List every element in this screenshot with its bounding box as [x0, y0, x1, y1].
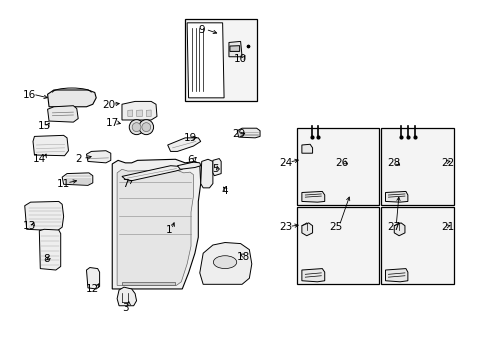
Text: 22: 22	[440, 158, 453, 168]
Text: 6: 6	[187, 156, 194, 165]
Text: 9: 9	[198, 25, 204, 35]
Text: 11: 11	[57, 179, 70, 189]
Text: 24: 24	[279, 158, 292, 168]
Polygon shape	[47, 106, 78, 122]
Polygon shape	[62, 173, 93, 185]
Text: 14: 14	[33, 154, 46, 164]
Ellipse shape	[216, 258, 233, 268]
Text: 29: 29	[232, 129, 245, 139]
Ellipse shape	[142, 123, 150, 132]
Text: 7: 7	[122, 179, 128, 189]
Polygon shape	[86, 267, 100, 289]
Polygon shape	[33, 135, 68, 156]
Text: 15: 15	[38, 121, 51, 131]
Polygon shape	[122, 166, 182, 181]
Polygon shape	[117, 169, 193, 285]
Polygon shape	[187, 23, 224, 98]
Polygon shape	[301, 192, 324, 202]
Bar	[380, 207, 453, 284]
Text: 12: 12	[86, 284, 99, 294]
Polygon shape	[385, 269, 407, 282]
Polygon shape	[86, 151, 111, 163]
Polygon shape	[122, 282, 175, 285]
Polygon shape	[301, 223, 312, 236]
Polygon shape	[167, 138, 201, 152]
Polygon shape	[301, 144, 312, 153]
Bar	[296, 207, 378, 284]
Polygon shape	[228, 41, 242, 57]
Polygon shape	[212, 158, 221, 176]
Bar	[296, 128, 378, 205]
Text: 10: 10	[234, 54, 246, 64]
Polygon shape	[39, 229, 61, 270]
Text: 17: 17	[105, 118, 119, 128]
Ellipse shape	[129, 120, 143, 135]
Polygon shape	[47, 90, 96, 107]
Polygon shape	[237, 128, 260, 138]
Bar	[185, 19, 257, 102]
Ellipse shape	[139, 120, 153, 135]
Polygon shape	[122, 102, 157, 120]
Polygon shape	[229, 46, 239, 51]
Text: 1: 1	[165, 225, 172, 235]
Polygon shape	[25, 202, 63, 231]
Text: 27: 27	[387, 222, 400, 232]
Text: 19: 19	[183, 133, 196, 143]
Ellipse shape	[132, 123, 141, 132]
Text: 25: 25	[328, 222, 342, 232]
Text: 2: 2	[75, 154, 81, 163]
Text: 16: 16	[23, 90, 36, 100]
Polygon shape	[117, 287, 136, 306]
Text: 26: 26	[334, 158, 347, 168]
Polygon shape	[385, 192, 407, 202]
Bar	[380, 128, 453, 205]
Text: 4: 4	[221, 186, 228, 197]
Polygon shape	[301, 269, 324, 282]
Text: 23: 23	[279, 222, 292, 232]
Text: 8: 8	[43, 253, 49, 264]
Text: 3: 3	[122, 303, 128, 313]
Polygon shape	[127, 110, 132, 116]
Polygon shape	[136, 110, 142, 116]
Text: 21: 21	[440, 222, 453, 232]
Text: 18: 18	[236, 252, 250, 262]
Polygon shape	[177, 162, 201, 169]
Text: 28: 28	[387, 158, 400, 168]
Ellipse shape	[213, 256, 236, 269]
Polygon shape	[146, 110, 151, 116]
Polygon shape	[112, 159, 201, 289]
Text: 13: 13	[23, 221, 36, 231]
Text: 5: 5	[212, 164, 218, 174]
Polygon shape	[200, 243, 251, 284]
Polygon shape	[393, 223, 404, 236]
Polygon shape	[201, 159, 212, 188]
Text: 20: 20	[102, 100, 115, 110]
